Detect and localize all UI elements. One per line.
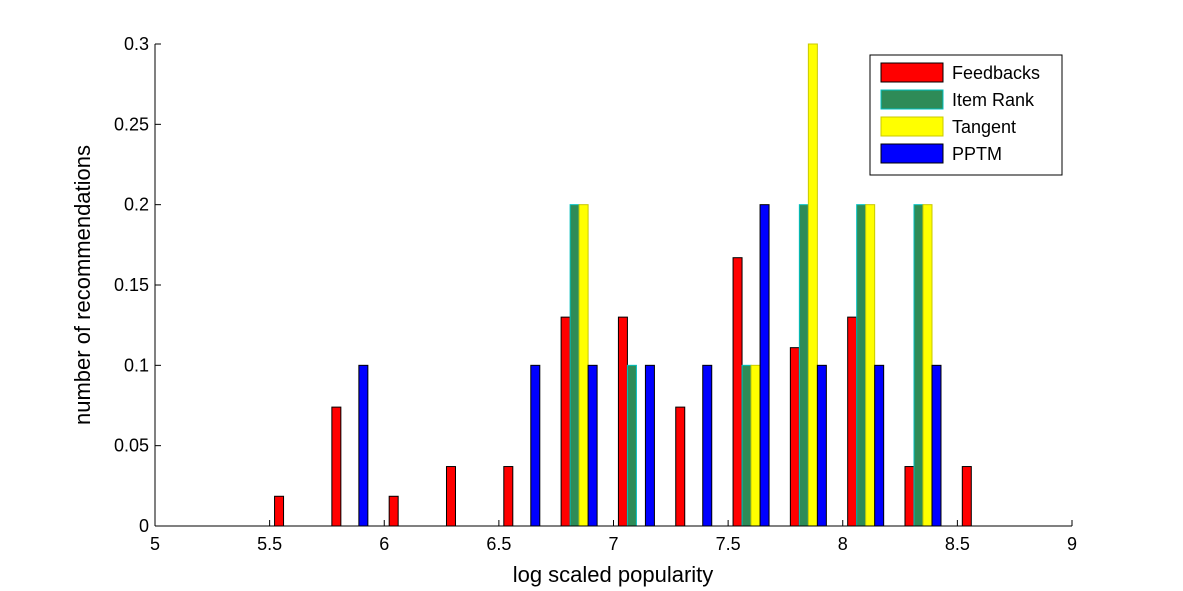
bar-item-rank-13 — [913, 204, 924, 527]
x-tick-label: 9 — [1067, 534, 1077, 554]
bar-feedbacks-6 — [503, 466, 514, 527]
ticks-layer: 5 5.5 6 6.5 7 7.5 8 8.5 9 0 0.05 0.1 0.15 0.2 0.25 0.3 — [114, 34, 1077, 554]
x-tick-label: 6.5 — [486, 534, 511, 554]
legend: Feedbacks Item Rank Tangent PPTM — [869, 54, 1063, 176]
bar-item-rank-7 — [569, 204, 580, 527]
bar-feedbacks-4 — [388, 495, 399, 527]
bar-tangent-13 — [922, 204, 933, 527]
bar-item-rank-11 — [798, 204, 809, 527]
bar-pptm-10 — [759, 204, 770, 527]
bar-feedbacks-8 — [617, 316, 628, 527]
bar-feedbacks-3 — [331, 406, 342, 527]
bar-feedbacks-2 — [274, 495, 285, 527]
y-tick-label: 0.3 — [124, 34, 149, 54]
legend-label-item-rank: Item Rank — [952, 90, 1035, 110]
x-tick-label: 6 — [379, 534, 389, 554]
bar-tangent-7 — [578, 204, 589, 527]
x-tick-label: 7 — [608, 534, 618, 554]
y-tick-label: 0.1 — [124, 355, 149, 375]
y-tick-label: 0.05 — [114, 436, 149, 456]
legend-swatch-item-rank — [880, 89, 944, 110]
x-tick-label: 7.5 — [716, 534, 741, 554]
bar-item-rank-12 — [856, 204, 867, 527]
bar-item-rank-8 — [626, 364, 637, 527]
bar-feedbacks-11 — [789, 347, 800, 527]
bar-feedbacks-10 — [732, 257, 743, 527]
bar-feedbacks-7 — [560, 316, 571, 527]
bar-tangent-12 — [865, 204, 876, 527]
x-tick-label: 5.5 — [257, 534, 282, 554]
bar-feedbacks-12 — [847, 316, 858, 527]
y-tick-label: 0 — [139, 516, 149, 536]
legend-label-pptm: PPTM — [952, 144, 1002, 164]
bar-pptm-12 — [874, 364, 885, 527]
x-tick-label: 5 — [150, 534, 160, 554]
x-tick-label: 8 — [838, 534, 848, 554]
legend-label-feedbacks: Feedbacks — [952, 63, 1040, 83]
bar-pptm-6 — [530, 364, 541, 527]
x-tick-label: 8.5 — [945, 534, 970, 554]
bar-feedbacks-5 — [445, 466, 456, 527]
bar-feedbacks-14 — [961, 466, 972, 527]
bar-pptm-3 — [358, 364, 369, 527]
y-axis-title: number of recommendations — [70, 145, 95, 425]
bar-pptm-11 — [816, 364, 827, 527]
bar-pptm-7 — [587, 364, 598, 527]
y-tick-label: 0.25 — [114, 114, 149, 134]
y-tick-label: 0.2 — [124, 195, 149, 215]
bar-pptm-9 — [702, 364, 713, 527]
legend-label-tangent: Tangent — [952, 117, 1016, 137]
bar-pptm-8 — [644, 364, 655, 527]
legend-items: Feedbacks Item Rank Tangent PPTM — [880, 62, 1040, 164]
y-tick-label: 0.15 — [114, 275, 149, 295]
bar-feedbacks-13 — [904, 466, 915, 527]
bar-tangent-11 — [807, 43, 818, 527]
legend-swatch-feedbacks — [880, 62, 944, 83]
legend-swatch-pptm — [880, 143, 944, 164]
bar-feedbacks-9 — [675, 406, 686, 527]
bar-item-rank-10 — [741, 364, 752, 527]
bar-tangent-10 — [750, 364, 761, 527]
bar-pptm-13 — [931, 364, 942, 527]
x-axis-title: log scaled popularity — [513, 562, 714, 587]
legend-swatch-tangent — [880, 116, 944, 137]
